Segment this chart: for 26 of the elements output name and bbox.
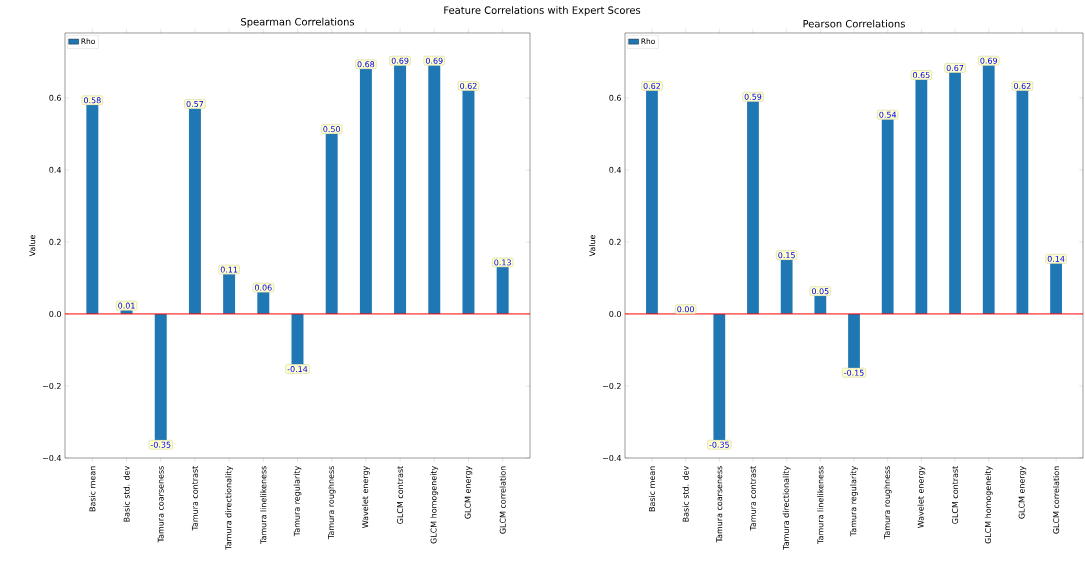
bar (325, 133, 338, 314)
bar (881, 119, 894, 314)
bar (462, 90, 475, 314)
bar (982, 65, 995, 314)
bar (1050, 263, 1062, 314)
bar (780, 259, 793, 314)
bar (394, 65, 407, 314)
bar (257, 292, 270, 314)
bar (428, 65, 441, 314)
bar (1016, 90, 1029, 314)
bar (915, 79, 928, 314)
bar (359, 69, 372, 314)
bar (646, 90, 658, 314)
bar (154, 313, 167, 440)
bar (747, 101, 759, 314)
bar (86, 105, 99, 314)
bar (223, 274, 236, 314)
chart-title: Spearman Correlations (241, 17, 355, 28)
bar (848, 313, 860, 368)
bar (188, 108, 201, 314)
bar (949, 72, 961, 314)
bar (713, 313, 726, 440)
bar (814, 295, 827, 314)
chart-title: Pearson Correlations (803, 19, 905, 28)
bar (496, 267, 509, 314)
text: Feature Correlations with Expert Scores (444, 6, 641, 16)
